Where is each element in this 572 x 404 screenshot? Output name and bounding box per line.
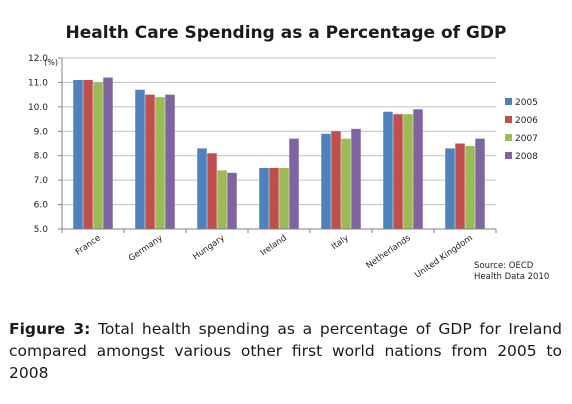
bar-2008: [475, 138, 485, 229]
source-line-1: Source: OECD: [474, 261, 534, 271]
x-category-label: Italy: [330, 233, 351, 252]
y-tick-label: 8.0: [34, 152, 49, 162]
legend: 2005 2006 2007 2008: [505, 98, 538, 162]
figure-caption: Figure 3: Total health spending as a per…: [0, 318, 572, 384]
bar-2007: [155, 97, 165, 229]
x-category-label: United Kingdom: [413, 233, 475, 280]
legend-label: 2006: [515, 116, 538, 126]
figure-caption-text: Total health spending as a percentage of…: [9, 320, 562, 382]
bar-2006: [331, 131, 341, 229]
x-category-label: Netherlands: [365, 233, 414, 271]
axes: [58, 57, 497, 233]
chart-container: Health Care Spending as a Percentage of …: [28, 23, 549, 282]
gridlines: [62, 57, 496, 230]
y-tick-label: 11.0: [28, 78, 48, 88]
legend-swatch: [505, 134, 512, 141]
bar-2007: [93, 82, 103, 229]
x-axis-labels: France Germany Hungary Ireland Italy Netherla…: [74, 233, 475, 281]
bar-2006: [207, 153, 217, 229]
bar-2007: [217, 170, 227, 229]
bar-2006: [269, 167, 279, 229]
x-category-label: Germany: [127, 233, 165, 264]
bar-2008: [103, 77, 113, 230]
bar-2008: [227, 172, 237, 229]
chart-title: Health Care Spending as a Percentage of …: [66, 23, 507, 43]
bar-2005: [321, 133, 331, 229]
bars: [73, 77, 485, 230]
bar-2008: [289, 138, 299, 229]
bar-2005: [383, 111, 393, 229]
bar-2008: [351, 128, 361, 229]
legend-swatch: [505, 116, 512, 123]
y-axis-unit-label: (%): [44, 58, 58, 67]
legend-swatch: [505, 98, 512, 105]
x-category-label: Hungary: [191, 233, 226, 262]
y-tick-label: 7.0: [34, 176, 49, 186]
bar-chart: Health Care Spending as a Percentage of …: [28, 23, 549, 282]
bar-2007: [279, 167, 289, 229]
bar-2006: [83, 79, 93, 229]
bar-2007: [341, 138, 351, 229]
x-category-label: Ireland: [259, 233, 289, 258]
x-category-label: France: [74, 233, 103, 257]
bar-2007: [465, 145, 475, 229]
legend-label: 2008: [515, 152, 538, 162]
bar-2005: [445, 148, 455, 229]
y-tick-label: 5.0: [34, 225, 49, 235]
bar-2007: [403, 114, 413, 229]
y-tick-label: 10.0: [28, 103, 48, 113]
bar-2008: [413, 109, 423, 229]
bar-2005: [135, 89, 145, 229]
bar-2006: [393, 114, 403, 229]
legend-swatch: [505, 152, 512, 159]
y-tick-label: 6.0: [34, 201, 49, 211]
y-tick-label: 9.0: [34, 127, 49, 137]
figure-label: Figure 3:: [9, 320, 91, 338]
legend-label: 2007: [515, 134, 538, 144]
bar-2005: [197, 148, 207, 229]
bar-2006: [455, 143, 465, 229]
source-line-2: Health Data 2010: [474, 272, 549, 282]
bar-2005: [259, 167, 269, 229]
y-axis-ticks: 12.0 11.0 10.0 9.0 8.0 7.0 6.0 5.0: [28, 54, 48, 235]
bar-2005: [73, 79, 83, 229]
y-tick-label: 12.0: [28, 54, 48, 64]
bar-2006: [145, 94, 155, 230]
legend-label: 2005: [515, 98, 538, 108]
bar-2008: [165, 94, 175, 230]
